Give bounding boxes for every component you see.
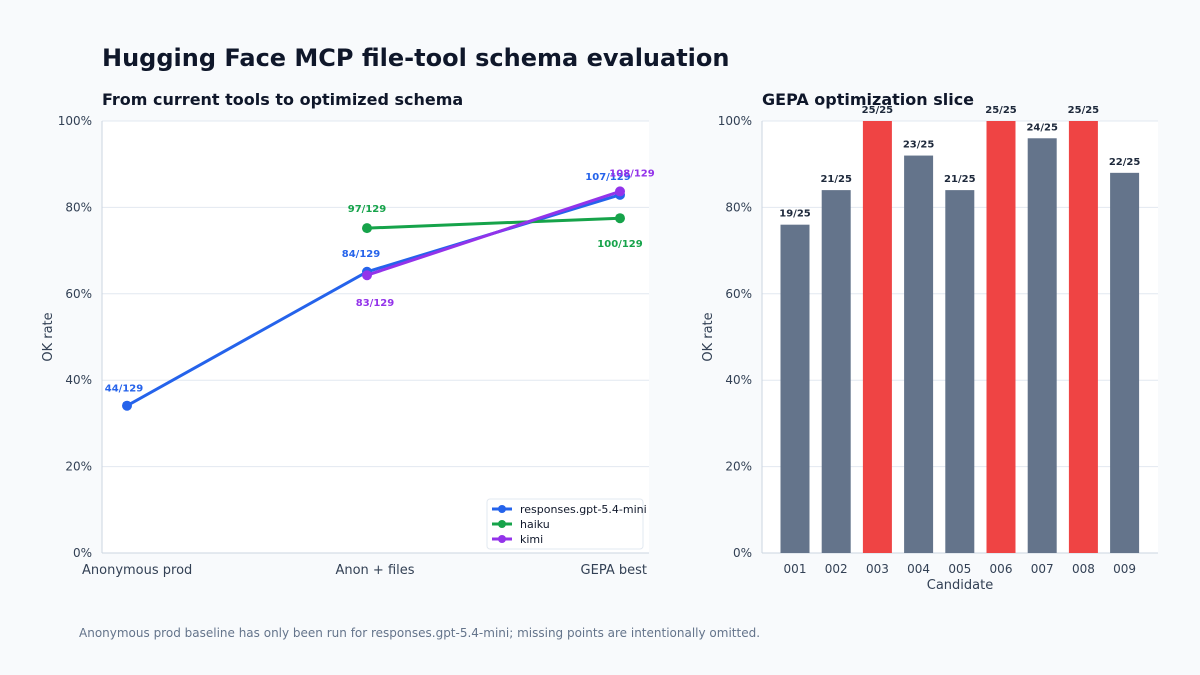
x-tick-label: Anonymous prod	[82, 563, 192, 578]
legend-swatch-marker	[498, 520, 506, 528]
x-tick-label: Anon + files	[335, 563, 414, 578]
series-line	[366, 189, 621, 277]
x-tick-label: 006	[990, 562, 1013, 576]
bar	[862, 121, 892, 553]
bar-value-label: 21/25	[944, 174, 976, 185]
bar	[1027, 138, 1057, 553]
y-axis-label: OK rate	[701, 312, 716, 361]
main-title: Hugging Face MCP file-tool schema evalua…	[102, 44, 730, 72]
bar-value-label: 25/25	[862, 105, 894, 116]
x-tick-label: 002	[825, 562, 848, 576]
line-chart: From current tools to optimized schema 0%…	[41, 90, 655, 578]
data-point	[362, 270, 372, 281]
bar	[1068, 121, 1098, 553]
y-tick-label: 40%	[725, 373, 752, 387]
x-tick-label: 004	[907, 562, 930, 576]
legend-entry: responses.gpt-5.4-mini	[520, 503, 647, 516]
bar	[821, 190, 851, 553]
data-label: 97/129	[348, 204, 386, 215]
bar	[780, 224, 810, 553]
legend-entry: kimi	[520, 533, 543, 546]
x-tick-label: 007	[1031, 562, 1054, 576]
bar-value-label: 23/25	[903, 140, 935, 151]
y-tick-label: 20%	[725, 460, 752, 474]
y-tick-label: 100%	[58, 114, 92, 128]
data-label: 108/129	[609, 168, 654, 179]
chart-title: GEPA optimization slice	[762, 90, 974, 109]
y-tick-label: 40%	[65, 373, 92, 387]
y-tick-label: 80%	[65, 200, 92, 214]
x-axis-label: Candidate	[927, 578, 993, 593]
y-tick-label: 0%	[733, 546, 752, 560]
bar	[1110, 172, 1140, 553]
data-point	[615, 186, 625, 197]
data-label: 83/129	[356, 298, 394, 309]
bar-value-label: 22/25	[1109, 157, 1141, 168]
data-point	[362, 223, 372, 234]
bar-value-label: 19/25	[779, 209, 811, 220]
series-line	[366, 216, 621, 230]
bar	[945, 190, 975, 553]
bar	[986, 121, 1016, 553]
x-tick-label: 009	[1113, 562, 1136, 576]
bar	[904, 155, 934, 553]
data-point	[122, 400, 132, 411]
y-axis-label: OK rate	[41, 312, 56, 361]
y-tick-label: 60%	[725, 287, 752, 301]
y-tick-label: 80%	[725, 200, 752, 214]
y-tick-label: 60%	[65, 287, 92, 301]
bar-chart: GEPA optimization slice 0% 20% 40% 60% 80% 100…	[701, 90, 1158, 593]
legend-swatch-marker	[498, 505, 506, 513]
data-label: 107/129	[585, 172, 630, 183]
footnote-caption: Anonymous prod baseline has only been ru…	[79, 626, 761, 640]
y-tick-label: 0%	[73, 546, 92, 560]
bar-value-label: 21/25	[820, 174, 852, 185]
bar-value-label: 24/25	[1026, 122, 1058, 133]
data-label: 100/129	[597, 239, 642, 250]
plot-area	[102, 121, 649, 553]
y-tick-label: 20%	[65, 460, 92, 474]
legend	[486, 498, 644, 550]
y-tick-label: 100%	[718, 114, 752, 128]
data-point	[615, 213, 625, 224]
x-tick-label: 003	[866, 562, 889, 576]
x-tick-label: 008	[1072, 562, 1095, 576]
bar-value-label: 25/25	[1068, 105, 1100, 116]
chart-title: From current tools to optimized schema	[102, 90, 463, 109]
data-label: 44/129	[105, 384, 143, 395]
x-tick-label: 001	[784, 562, 807, 576]
x-tick-label: GEPA best	[581, 563, 647, 578]
x-tick-label: 005	[948, 562, 971, 576]
data-label: 84/129	[342, 249, 380, 260]
bar-value-label: 25/25	[985, 105, 1017, 116]
legend-swatch-marker	[498, 535, 506, 543]
legend-entry: haiku	[520, 518, 550, 531]
